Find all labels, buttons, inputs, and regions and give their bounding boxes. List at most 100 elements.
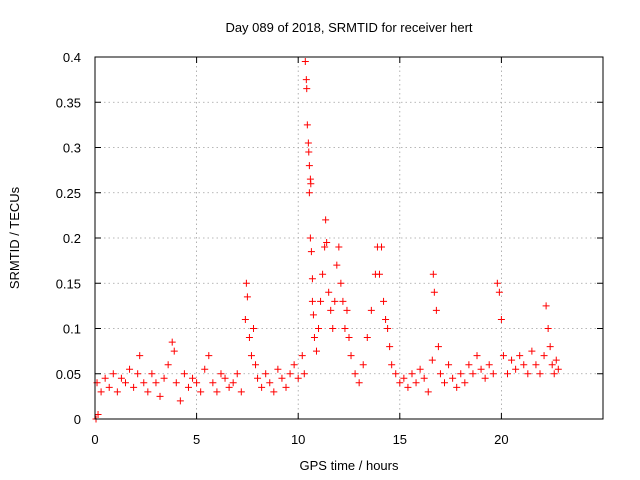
data-point-marker [441,379,449,387]
x-tick-label: 5 [193,432,200,447]
data-point-marker [516,352,524,360]
data-point-marker [126,365,134,373]
data-point-marker [445,361,453,369]
data-point-marker [193,379,201,387]
data-point-marker [309,311,317,319]
data-point-marker [512,365,520,373]
data-point-marker [209,379,217,387]
data-point-marker [536,370,544,378]
data-point-marker [473,352,481,360]
data-point-marker [375,270,383,278]
y-tick-label: 0.05 [56,367,81,382]
data-point-marker [420,374,428,382]
data-point-marker [347,352,355,360]
data-point-marker [548,361,556,369]
data-point-marker [343,306,351,314]
data-point-marker [305,189,313,197]
data-point-marker [520,361,528,369]
data-point-marker [384,325,392,332]
data-point-marker [247,352,255,360]
data-point-marker [550,370,558,378]
y-tick-label: 0.2 [63,231,81,246]
data-point-marker [477,365,485,373]
data-point-marker [540,352,548,360]
data-point-marker [321,243,329,251]
data-point-marker [242,279,250,287]
data-point-marker [249,325,257,332]
data-point-marker [180,370,188,378]
data-point-marker [307,180,315,188]
y-tick-label: 0.3 [63,141,81,156]
data-point-marker [134,370,142,378]
data-point-marker [430,288,438,296]
data-point-marker [205,352,213,360]
data-point-marker [493,279,501,287]
data-point-marker [310,334,318,342]
data-point-marker [307,248,315,256]
data-point-marker [286,370,294,378]
data-point-marker [469,370,477,378]
data-point-marker [282,383,290,391]
data-point-marker [278,374,286,382]
data-point-marker [301,58,309,66]
data-point-marker [532,361,540,369]
x-tick-label: 10 [291,432,305,447]
data-point-marker [319,270,327,278]
data-point-marker [97,388,105,396]
data-point-marker [331,297,339,305]
data-point-marker [345,334,353,342]
data-point-marker [404,383,412,391]
data-point-marker [156,392,164,400]
data-point-marker [497,315,505,323]
data-point-marker [378,243,386,251]
data-point-marker [436,370,444,378]
data-point-marker [144,388,152,396]
data-point-marker [544,325,552,332]
data-point-marker [136,352,144,360]
data-point-marker [351,370,359,378]
data-point-marker [130,383,138,391]
data-point-marker [303,85,311,93]
data-point-marker [380,297,388,305]
data-point-marker [508,356,516,364]
data-point-marker [412,379,420,387]
data-point-marker [481,374,489,382]
data-point-marker [359,361,367,369]
data-point-marker [312,347,320,355]
y-tick-label: 0.35 [56,95,81,110]
data-point-marker [233,370,241,378]
data-point-marker [189,374,197,382]
data-point-marker [305,148,313,156]
data-point-marker [315,325,323,332]
data-point-marker [461,379,469,387]
data-point-marker [449,374,457,382]
data-point-marker [308,297,316,305]
data-point-marker [201,365,209,373]
data-point-marker [274,365,282,373]
data-point-marker [453,383,461,391]
data-point-marker [495,288,503,296]
data-point-marker [117,374,125,382]
y-tick-label: 0.25 [56,186,81,201]
data-point-marker [424,388,432,396]
data-point-marker [245,334,253,342]
data-point-marker [485,361,493,369]
data-point-marker [528,347,536,355]
data-point-marker [213,388,221,396]
data-point-marker [408,370,416,378]
data-point-marker [298,352,306,360]
data-point-marker [546,343,554,351]
data-point-marker [306,234,314,242]
data-point-marker [339,297,347,305]
data-point-marker [503,370,511,378]
data-point-marker [335,243,343,251]
data-point-marker [386,343,394,351]
y-tick-label: 0.15 [56,276,81,291]
data-point-marker [105,383,113,391]
data-point-marker [300,370,308,378]
x-tick-label: 15 [393,432,407,447]
data-point-marker [489,370,497,378]
data-point-marker [388,361,396,369]
data-point-marker [197,388,205,396]
